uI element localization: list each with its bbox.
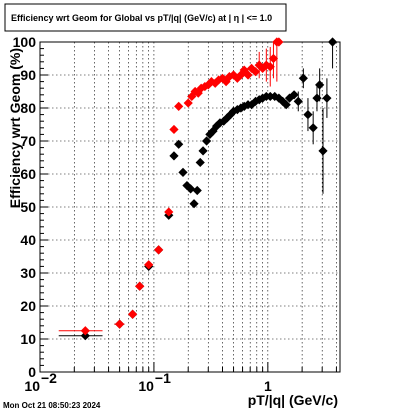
data-point bbox=[270, 91, 280, 102]
data-point bbox=[186, 184, 196, 194]
data-point bbox=[327, 37, 338, 47]
data-point bbox=[274, 37, 284, 47]
data-point bbox=[183, 98, 193, 108]
data-point bbox=[308, 123, 318, 133]
data-point bbox=[169, 151, 179, 161]
data-point bbox=[265, 62, 275, 72]
series-black bbox=[58, 37, 338, 341]
data-point bbox=[250, 96, 261, 106]
data-point bbox=[164, 207, 174, 217]
y-tick-label: 100 bbox=[13, 34, 37, 50]
data-point bbox=[115, 319, 125, 329]
data-point bbox=[198, 146, 208, 156]
y-tick-label: 80 bbox=[20, 100, 36, 116]
x-tick-label: 1 bbox=[264, 378, 272, 394]
y-tick-label: 0 bbox=[28, 364, 36, 380]
data-point bbox=[154, 245, 164, 255]
y-tick-label: 30 bbox=[20, 265, 36, 281]
x-tick-exponent: −2 bbox=[41, 370, 57, 386]
data-point bbox=[250, 67, 261, 77]
data-point bbox=[315, 80, 325, 90]
data-point bbox=[281, 100, 291, 110]
data-point bbox=[135, 281, 145, 291]
data-point bbox=[228, 70, 239, 80]
data-point bbox=[201, 136, 212, 146]
data-point bbox=[169, 124, 179, 135]
data-point bbox=[178, 167, 188, 177]
data-point bbox=[312, 93, 322, 103]
data-point bbox=[289, 90, 299, 100]
data-point bbox=[243, 70, 253, 80]
x-tick-label: 10 bbox=[138, 378, 154, 394]
timestamp: Mon Oct 21 08:50:23 2024 bbox=[3, 401, 101, 410]
data-point bbox=[80, 326, 90, 336]
x-tick-label: 10 bbox=[24, 378, 40, 394]
data-point bbox=[318, 146, 328, 156]
y-tick-label: 40 bbox=[20, 232, 36, 248]
data-point bbox=[80, 331, 90, 341]
data-point bbox=[268, 53, 279, 64]
data-series bbox=[58, 37, 338, 341]
y-tick-label: 60 bbox=[20, 166, 36, 182]
grid-lines bbox=[40, 42, 340, 372]
data-point bbox=[298, 73, 308, 83]
data-point bbox=[174, 139, 184, 149]
x-tick-exponent: −1 bbox=[155, 370, 171, 386]
title-box bbox=[4, 3, 287, 32]
data-point bbox=[189, 199, 199, 209]
y-tick-label: 10 bbox=[20, 331, 36, 347]
chart-title: Efficiency wrt Geom for Global vs pT/|q|… bbox=[11, 13, 272, 23]
data-point bbox=[174, 101, 184, 111]
y-tick-label: 90 bbox=[20, 67, 36, 83]
data-point bbox=[192, 185, 202, 196]
series-red bbox=[58, 37, 284, 336]
data-point bbox=[144, 260, 154, 270]
data-point bbox=[128, 309, 138, 319]
x-axis-title: pT/|q| (GeV/c) bbox=[248, 392, 338, 408]
y-tick-label: 20 bbox=[20, 298, 36, 314]
data-point bbox=[322, 93, 332, 103]
y-tick-label: 70 bbox=[20, 133, 36, 149]
y-axis-title: Efficiency wrt Geom (%) bbox=[7, 48, 23, 208]
data-point bbox=[195, 157, 205, 168]
data-point bbox=[293, 96, 303, 106]
data-point bbox=[210, 78, 220, 88]
data-point bbox=[284, 93, 295, 103]
data-point bbox=[258, 63, 268, 73]
data-point bbox=[303, 110, 313, 120]
data-point bbox=[278, 96, 288, 106]
y-tick-label: 50 bbox=[20, 199, 36, 215]
data-point bbox=[236, 103, 246, 113]
data-point bbox=[236, 70, 246, 80]
